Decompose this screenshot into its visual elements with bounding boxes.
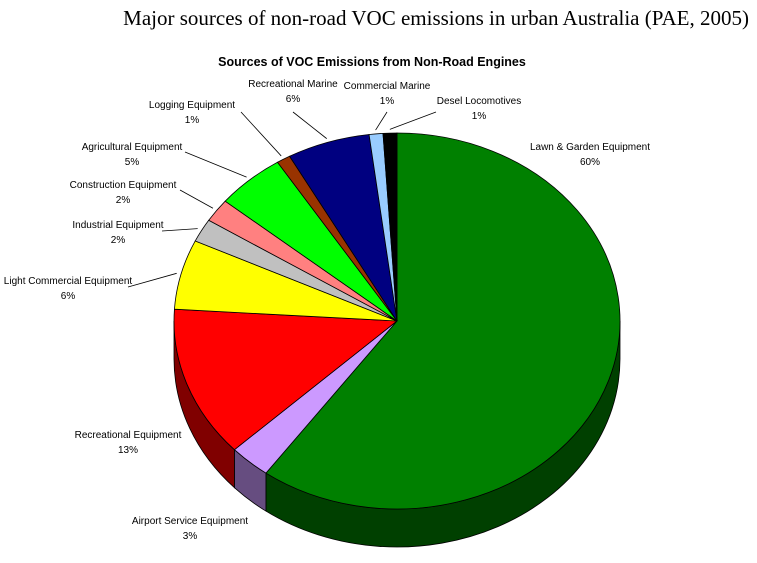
slice-10 — [382, 132, 398, 322]
slice-label-0: Lawn & Garden Equipment 60% — [530, 142, 650, 168]
slice-label-4: Industrial Equipment 2% — [72, 220, 163, 246]
leader-line-7 — [240, 111, 282, 157]
slice-label-7: Logging Equipment 1% — [149, 100, 235, 126]
leader-line-6 — [184, 151, 247, 178]
slice-label-2: Recreational Equipment 13% — [75, 430, 182, 456]
slice-2 — [173, 308, 399, 451]
slice-label-10: Desel Locomotives 1% — [437, 96, 521, 122]
chart-title: Sources of VOC Emissions from Non-Road E… — [218, 55, 526, 69]
slice-label-9: Commercial Marine 1% — [344, 81, 431, 107]
slice-label-1: Airport Service Equipment 3% — [132, 516, 248, 542]
slice-label-3: Light Commercial Equipment 6% — [4, 276, 133, 302]
leader-line-10 — [389, 111, 437, 130]
slice-label-5: Construction Equipment 2% — [70, 180, 177, 206]
leader-line-5 — [179, 189, 214, 209]
slice-label-6: Agricultural Equipment 5% — [82, 142, 183, 168]
leader-line-3 — [127, 272, 177, 288]
leader-line-4 — [161, 228, 198, 232]
leader-lines — [127, 111, 437, 288]
slice-labels: Lawn & Garden Equipment 60% Airport Servic… — [4, 79, 650, 542]
slice-label-8: Recreational Marine 6% — [248, 79, 338, 105]
figure-caption: Major sources of non-road VOC emissions … — [123, 6, 749, 30]
leader-line-8 — [292, 111, 327, 139]
leader-line-9 — [375, 111, 388, 131]
pie-slices — [173, 132, 621, 510]
slice-0 — [265, 132, 621, 510]
